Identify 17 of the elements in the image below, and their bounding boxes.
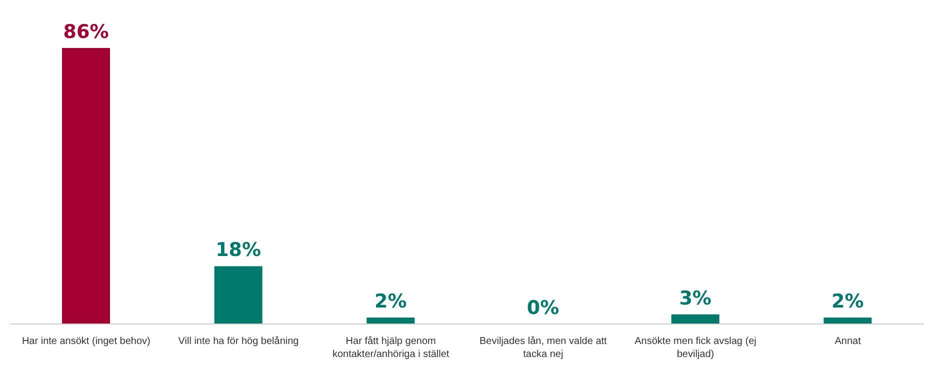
bar: [366, 318, 415, 324]
bar: [214, 266, 262, 324]
x-tick-label: Ansökte men fick avslag (ej beviljad): [634, 336, 756, 360]
bar: [62, 48, 110, 324]
data-label: 18%: [216, 239, 262, 262]
data-label: 3%: [679, 287, 712, 310]
data-label: 2%: [374, 290, 407, 313]
x-tick-label: Har inte ansökt (inget behov): [22, 336, 150, 347]
data-label: 86%: [63, 21, 109, 43]
x-tick-label: Beviljades lån, men valde att tacka nej: [480, 335, 608, 360]
x-tick-label: Har fått hjälp genom kontakter/anhöriga i stället: [332, 335, 450, 360]
x-tick-label: Vill inte ha för hög belåning: [178, 335, 299, 347]
bar: [824, 318, 872, 324]
data-label: 0%: [526, 297, 560, 319]
bar: [671, 314, 720, 324]
data-label: 2%: [832, 290, 864, 313]
x-tick-label: Annat: [834, 336, 862, 347]
